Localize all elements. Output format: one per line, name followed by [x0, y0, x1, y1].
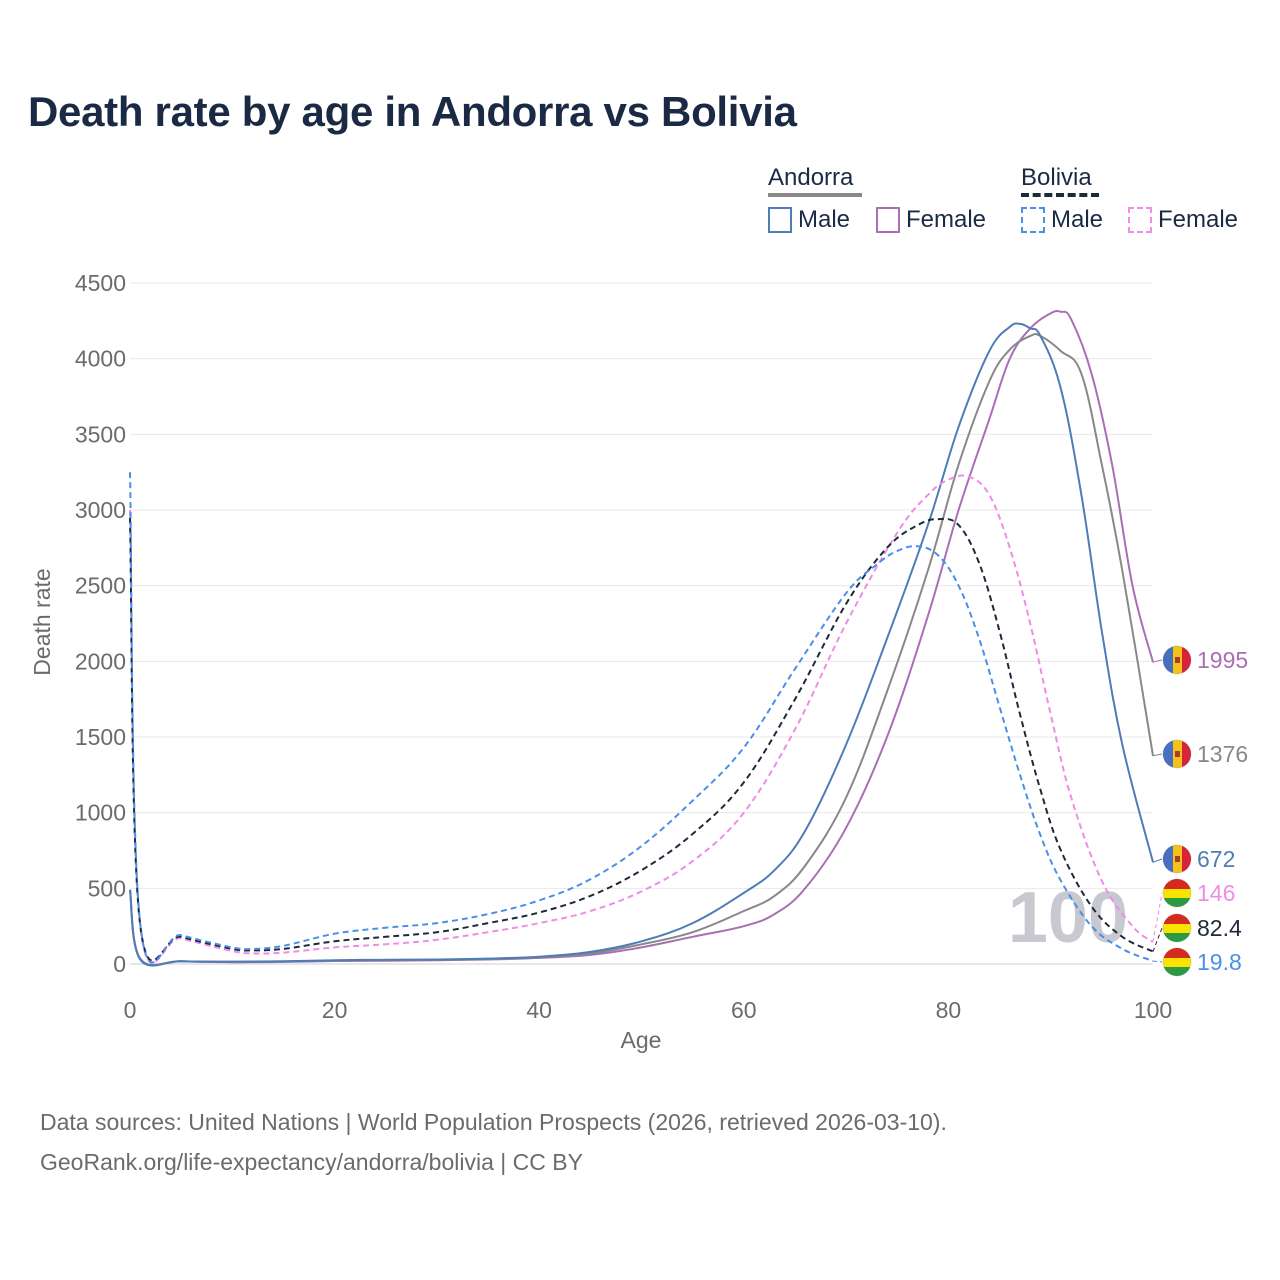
legend-andorra-label: Andorra	[768, 164, 854, 191]
legend-bolivia-male-label: Male	[1051, 206, 1104, 233]
legend-bolivia-label: Bolivia	[1021, 164, 1092, 191]
grid-lines	[130, 282, 1153, 965]
y-tick-label: 1500	[75, 724, 126, 750]
footer-source: Data sources: United Nations | World Pop…	[40, 1109, 947, 1135]
y-tick-label: 0	[113, 951, 126, 977]
series-line-bolivia-total[interactable]	[129, 517, 1154, 962]
legend-bolivia-underline	[1021, 193, 1099, 197]
andorra-flag-icon	[1162, 645, 1192, 675]
chart-title: Death rate by age in Andorra vs Bolivia	[28, 88, 797, 135]
legend-bolivia-female[interactable]: Female	[1128, 206, 1238, 234]
y-tick-label: 4500	[75, 270, 126, 296]
series-line-andorra-female[interactable]	[129, 310, 1154, 967]
end-value-label: 146	[1197, 880, 1235, 906]
end-label-connector	[1152, 753, 1163, 757]
legend-bolivia-female-swatch	[1128, 207, 1152, 233]
end-value-label: 1376	[1197, 741, 1248, 767]
legend-bolivia-male-swatch	[1021, 207, 1045, 233]
end-label-connector	[1152, 892, 1163, 942]
legend-andorra-male[interactable]: Male	[768, 206, 850, 234]
legend-andorra-underline	[768, 193, 862, 197]
series-line-bolivia-male[interactable]	[129, 472, 1154, 964]
legend-group-bolivia: Bolivia	[1021, 164, 1099, 197]
end-label-connector	[1152, 927, 1163, 952]
x-tick-label: 0	[124, 997, 137, 1023]
y-tick-label: 3000	[75, 497, 126, 523]
bolivia-flag-icon	[1162, 878, 1192, 908]
legend-bolivia-female-label: Female	[1158, 206, 1239, 233]
y-tick-label: 3500	[75, 421, 126, 447]
end-labels: 1995 1376 672 146 82.4 19.8	[1152, 645, 1248, 977]
y-tick-label: 2000	[75, 648, 126, 674]
end-value-label: 672	[1197, 846, 1235, 872]
x-axis-label: Age	[621, 1027, 662, 1053]
legend-group-andorra: Andorra	[768, 164, 862, 197]
series-lines	[129, 310, 1154, 967]
x-tick-label: 20	[322, 997, 348, 1023]
y-axis-label: Death rate	[29, 568, 55, 675]
end-label-connector	[1152, 659, 1163, 663]
y-tick-label: 4000	[75, 346, 126, 372]
andorra-flag-icon	[1162, 844, 1192, 874]
x-tick-label: 80	[936, 997, 962, 1023]
x-tick-label: 60	[731, 997, 757, 1023]
end-value-label: 19.8	[1197, 949, 1242, 975]
y-tick-label: 500	[88, 875, 126, 901]
y-tick-label: 2500	[75, 573, 126, 599]
legend-andorra-female[interactable]: Female	[876, 206, 986, 234]
bolivia-flag-icon	[1162, 913, 1192, 943]
series-line-andorra-male[interactable]	[129, 322, 1154, 967]
x-tick-label: 40	[526, 997, 552, 1023]
end-label-connector	[1152, 960, 1163, 963]
andorra-flag-icon	[1162, 739, 1192, 769]
watermark-year: 100	[1008, 878, 1128, 958]
legend-bolivia-male[interactable]: Male	[1021, 206, 1103, 234]
y-tick-label: 1000	[75, 800, 126, 826]
footer-link[interactable]: GeoRank.org/life-expectancy/andorra/boli…	[40, 1149, 583, 1175]
legend-andorra-female-swatch	[876, 207, 900, 233]
axes: 0 500 1000 1500 2000 2500 3000 3500 4000 4500 0 20 4…	[75, 270, 1172, 1023]
end-value-label: 82.4	[1197, 915, 1242, 941]
end-value-label: 1995	[1197, 647, 1248, 673]
series-line-bolivia-female[interactable]	[129, 474, 1154, 964]
legend-andorra-female-label: Female	[906, 206, 987, 233]
legend-andorra-male-label: Male	[798, 206, 851, 233]
legend-andorra-male-swatch	[768, 207, 792, 233]
x-tick-label: 100	[1134, 997, 1172, 1023]
series-line-andorra-total[interactable]	[129, 333, 1154, 967]
end-label-connector	[1152, 858, 1163, 863]
bolivia-flag-icon	[1162, 947, 1192, 977]
